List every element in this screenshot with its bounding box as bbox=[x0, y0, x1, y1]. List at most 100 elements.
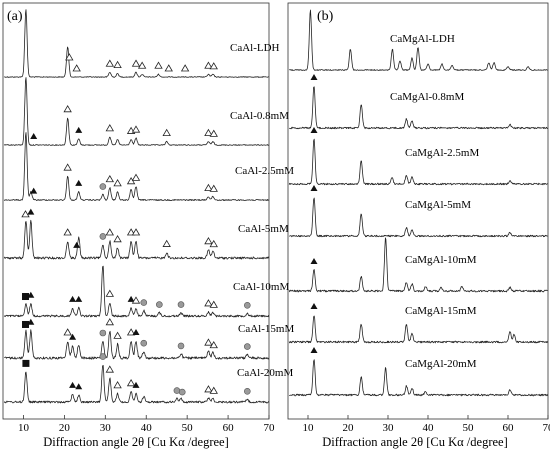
xrd-trace bbox=[4, 220, 268, 259]
xrd-trace bbox=[4, 133, 268, 201]
open-triangle-marker bbox=[114, 180, 121, 186]
filled-triangle-marker bbox=[311, 127, 318, 133]
filled-triangle-marker bbox=[75, 127, 82, 133]
gray-circle-marker bbox=[156, 302, 162, 308]
series-label: CaAl-2.5mM bbox=[235, 165, 294, 177]
gray-circle-marker bbox=[100, 354, 106, 360]
xrd-trace bbox=[4, 78, 268, 146]
x-tick-label: 10 bbox=[18, 422, 30, 434]
panel-a-plot: CaAl-LDH CaAl-0.8mM CaAl-2.5mM CaAl-5mM CaAl… bbox=[4, 10, 294, 403]
open-triangle-marker bbox=[106, 229, 113, 235]
open-triangle-marker bbox=[114, 382, 121, 388]
open-triangle-marker bbox=[106, 125, 113, 131]
open-triangle-marker bbox=[205, 386, 212, 392]
open-triangle-marker bbox=[133, 60, 140, 66]
open-triangle-marker bbox=[133, 174, 140, 180]
x-tick-label: 50 bbox=[182, 422, 194, 434]
series-label: CaMgAl-15mM bbox=[405, 305, 477, 317]
gray-circle-marker bbox=[244, 344, 250, 350]
series-label: CaAl-20mM bbox=[237, 367, 293, 379]
filled-triangle-marker bbox=[69, 382, 76, 388]
open-triangle-marker bbox=[73, 65, 80, 71]
x-tick-label: 30 bbox=[383, 422, 395, 434]
open-triangle-marker bbox=[133, 229, 140, 235]
filled-triangle-marker bbox=[133, 329, 140, 335]
open-triangle-marker bbox=[210, 130, 217, 136]
open-triangle-marker bbox=[64, 329, 71, 335]
open-triangle-marker bbox=[182, 65, 189, 71]
panel-b-frame bbox=[288, 3, 548, 419]
series-label: CaAl-0.8mM bbox=[230, 110, 289, 122]
filled-square-marker bbox=[22, 360, 29, 367]
open-triangle-marker bbox=[106, 366, 113, 372]
open-triangle-marker bbox=[133, 126, 140, 132]
gray-circle-marker bbox=[100, 184, 106, 190]
open-triangle-marker bbox=[205, 339, 212, 345]
series-label: CaAl-LDH bbox=[230, 42, 280, 54]
filled-triangle-marker bbox=[73, 242, 80, 248]
open-triangle-marker bbox=[163, 241, 170, 247]
xrd-trace bbox=[289, 139, 547, 185]
filled-triangle-marker bbox=[27, 209, 34, 215]
series-label: CaMgAl-5mM bbox=[405, 199, 471, 211]
filled-square-marker bbox=[22, 293, 29, 300]
x-tick-label: 10 bbox=[303, 422, 315, 434]
panel-a-label: (a) bbox=[7, 9, 23, 24]
panel-b-label: (b) bbox=[317, 9, 334, 24]
panel-a-xlabel: Diffraction angle 2θ [Cu Kα /degree] bbox=[43, 435, 229, 449]
filled-triangle-marker bbox=[311, 74, 318, 80]
open-triangle-marker bbox=[205, 238, 212, 244]
x-tick-label: 70 bbox=[264, 422, 276, 434]
series-label: CaAl-5mM bbox=[238, 223, 289, 235]
gray-circle-marker bbox=[141, 340, 147, 346]
x-tick-label: 30 bbox=[100, 422, 112, 434]
x-tick-label: 20 bbox=[343, 422, 355, 434]
series-label: CaAl-15mM bbox=[238, 323, 294, 335]
open-triangle-marker bbox=[163, 130, 170, 136]
filled-triangle-marker bbox=[69, 296, 76, 302]
gray-circle-marker bbox=[178, 343, 184, 349]
filled-triangle-marker bbox=[75, 180, 82, 186]
filled-triangle-marker bbox=[30, 133, 37, 139]
series-label: CaMgAl-0.8mM bbox=[390, 91, 464, 103]
filled-triangle-marker bbox=[75, 383, 82, 389]
xrd-trace bbox=[4, 266, 268, 317]
open-triangle-marker bbox=[155, 62, 162, 68]
open-triangle-marker bbox=[114, 236, 121, 242]
series-label: CaMgAl-10mM bbox=[405, 254, 477, 266]
gray-circle-marker bbox=[244, 302, 250, 308]
x-tick-label: 20 bbox=[59, 422, 71, 434]
x-tick-label: 60 bbox=[503, 422, 515, 434]
filled-triangle-marker bbox=[30, 188, 37, 194]
gray-circle-marker bbox=[141, 300, 147, 306]
open-triangle-marker bbox=[210, 63, 217, 69]
filled-triangle-marker bbox=[311, 347, 318, 353]
xrd-trace bbox=[4, 10, 268, 78]
open-triangle-marker bbox=[114, 62, 121, 68]
xrd-trace bbox=[289, 316, 547, 343]
open-triangle-marker bbox=[64, 106, 71, 112]
filled-triangle-marker bbox=[311, 258, 318, 264]
open-triangle-marker bbox=[210, 185, 217, 191]
panel-b-xlabel: Diffraction angle 2θ [Cu Kα /degree] bbox=[322, 435, 508, 449]
open-triangle-marker bbox=[205, 300, 212, 306]
open-triangle-marker bbox=[64, 229, 71, 235]
x-tick-label: 50 bbox=[463, 422, 475, 434]
x-tick-label: 40 bbox=[141, 422, 153, 434]
open-triangle-marker bbox=[106, 319, 113, 325]
filled-triangle-marker bbox=[311, 185, 318, 191]
series-label: CaMgAl-20mM bbox=[405, 358, 477, 370]
open-triangle-marker bbox=[106, 176, 113, 182]
open-triangle-marker bbox=[139, 62, 146, 68]
gray-circle-marker bbox=[179, 389, 185, 395]
filled-triangle-marker bbox=[75, 296, 82, 302]
gray-circle-marker bbox=[100, 233, 106, 239]
series-label: CaAl-10mM bbox=[233, 281, 289, 293]
gray-circle-marker bbox=[100, 330, 106, 336]
open-triangle-marker bbox=[114, 332, 121, 338]
open-triangle-marker bbox=[165, 65, 172, 71]
